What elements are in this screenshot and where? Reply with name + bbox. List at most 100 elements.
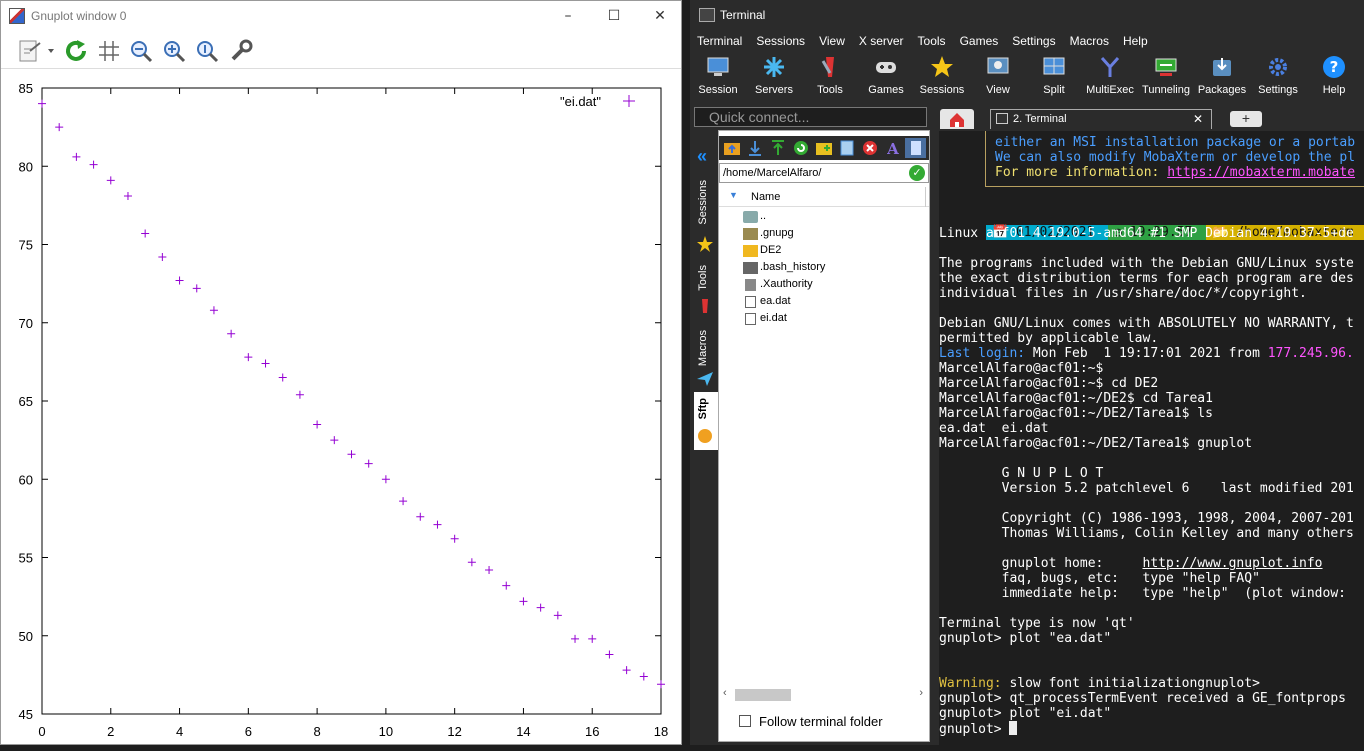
date-segment: 📅 01/02/2021 (985, 225, 1109, 240)
list-item[interactable]: .Xauthority (719, 277, 929, 294)
sftp-path-input[interactable]: /home/MarcelAlfaro/ ✓ (719, 163, 929, 183)
list-item[interactable]: .bash_history (719, 260, 929, 277)
ribbon-tools-button[interactable]: Tools (802, 52, 858, 102)
zoom-reset-icon[interactable] (194, 38, 220, 64)
parent-folder-icon[interactable] (721, 138, 742, 158)
last-login-label: Last login: (939, 346, 1026, 361)
settings-icon[interactable] (228, 38, 254, 64)
ribbon-tunneling-button[interactable]: Tunneling (1138, 52, 1194, 102)
file-icon (745, 279, 756, 291)
follow-terminal-folder-checkbox[interactable]: Follow terminal folder (739, 714, 883, 729)
ribbon-help-button[interactable]: ? Help (1306, 52, 1362, 102)
checkmark-icon[interactable]: ✓ (909, 165, 925, 181)
side-tab-macros[interactable]: Macros (694, 330, 718, 390)
side-tab-sftp[interactable]: Sftp (694, 392, 718, 450)
quick-connect-input[interactable]: Quick connect... (694, 107, 927, 127)
banner-link[interactable]: https://mobaxterm.mobate (1167, 165, 1356, 180)
add-tab-button[interactable]: + (1230, 111, 1262, 127)
list-item[interactable]: ei.dat (719, 311, 929, 328)
console-line: Last login: Mon Feb 1 19:17:01 2021 from… (939, 346, 1354, 361)
menu-x-server[interactable]: X server (858, 34, 904, 48)
x-tick-label: 4 (176, 724, 183, 739)
terminal-console[interactable]: either an MSI installation package or a … (939, 131, 1364, 745)
ribbon-packages-button[interactable]: Packages (1194, 52, 1250, 102)
gnuplot-home-link[interactable]: http://www.gnuplot.info (1142, 556, 1323, 571)
list-item[interactable]: DE2 (719, 243, 929, 260)
rename-icon[interactable]: A (882, 138, 903, 158)
collapse-sidebar-icon[interactable]: « (697, 146, 708, 166)
data-point (106, 176, 115, 185)
menu-sessions[interactable]: Sessions (756, 34, 806, 48)
menu-games[interactable]: Games (959, 34, 999, 48)
console-line: Terminal type is now 'qt' (939, 616, 1135, 631)
zoom-in-icon[interactable] (161, 38, 187, 64)
list-item[interactable]: .. (719, 209, 929, 226)
replot-icon[interactable] (63, 38, 89, 64)
terminal-titlebar[interactable]: Terminal (690, 0, 1364, 30)
ribbon-split-button[interactable]: Split (1026, 52, 1082, 102)
console-line: Debian GNU/Linux comes with ABSOLUTELY N… (939, 316, 1354, 331)
banner-text: For more information: (995, 165, 1168, 180)
horizontal-scrollbar[interactable]: ‹ › (719, 687, 929, 703)
folder-icon (743, 245, 758, 257)
ribbon-sessions-button[interactable]: Sessions (914, 52, 970, 102)
scrollbar-thumb[interactable] (735, 689, 791, 701)
data-point (502, 581, 511, 590)
tab-terminal[interactable]: 2. Terminal ✕ (990, 109, 1212, 129)
ribbon-servers-button[interactable]: Servers (746, 52, 802, 102)
data-point (399, 497, 408, 506)
download-icon[interactable] (744, 138, 765, 158)
side-tab-tools[interactable]: Tools (694, 265, 718, 325)
refresh-icon[interactable] (790, 138, 811, 158)
x-tick-label: 16 (585, 724, 599, 739)
delete-icon[interactable] (859, 138, 880, 158)
ribbon-label: MultiExec (1086, 84, 1134, 96)
side-tab-label: Macros (697, 330, 709, 367)
tab-close-icon[interactable]: ✕ (1192, 112, 1203, 126)
minimize-button[interactable]: – (564, 8, 572, 24)
checkbox[interactable] (739, 715, 751, 727)
export-icon[interactable] (17, 38, 57, 64)
y-tick-label: 55 (19, 551, 33, 566)
grid-icon[interactable] (96, 38, 122, 64)
ribbon-multiexec-button[interactable]: MultiExec (1082, 52, 1138, 102)
ribbon-settings-button[interactable]: Settings (1250, 52, 1306, 102)
upload-icon[interactable] (767, 138, 788, 158)
scroll-right-icon[interactable]: › (919, 687, 923, 699)
file-name: DE2 (760, 244, 782, 256)
new-file-icon[interactable] (836, 138, 857, 158)
menu-tools[interactable]: Tools (917, 34, 946, 48)
data-point (141, 229, 150, 238)
bookmark-icon[interactable] (905, 138, 926, 158)
banner-line: either an MSI installation package or a … (995, 135, 1356, 150)
ribbon-view-button[interactable]: View (970, 52, 1026, 102)
console-line: gnuplot> plot "ea.dat" (939, 631, 1112, 646)
gnuplot-titlebar[interactable]: Gnuplot window 0 – ☐ ✕ (1, 1, 681, 31)
ribbon-label: Split (1043, 84, 1065, 96)
side-tab-sessions[interactable]: Sessions (694, 180, 718, 270)
menu-view[interactable]: View (819, 34, 845, 48)
maximize-button[interactable]: ☐ (607, 8, 621, 24)
zoom-out-icon[interactable] (128, 38, 154, 64)
scroll-left-icon[interactable]: ‹ (723, 687, 727, 699)
games-icon (873, 54, 899, 80)
list-item[interactable]: ea.dat (719, 294, 929, 311)
new-folder-icon[interactable] (813, 138, 834, 158)
menu-settings[interactable]: Settings (1012, 34, 1056, 48)
svg-text:A: A (886, 140, 899, 156)
menu-help[interactable]: Help (1122, 34, 1148, 48)
status-bar: 📅 01/02/2021 ◷ 19:29.57 📂 /home/mobaxter… (939, 210, 1364, 240)
home-tab[interactable] (940, 109, 974, 129)
sftp-column-header[interactable]: ▼ Name (719, 187, 929, 207)
close-button[interactable]: ✕ (654, 8, 666, 24)
console-line: G N U P L O T (939, 466, 1104, 481)
menu-macros[interactable]: Macros (1069, 34, 1109, 48)
banner-box (985, 131, 1364, 187)
plot-area[interactable]: 0 2 4 6 8 10 12 14 16 18 45 50 55 60 65 70 75 80 85 "ei.dat… (1, 71, 681, 746)
ribbon-games-button[interactable]: Games (858, 52, 914, 102)
star-icon (697, 236, 713, 252)
checkbox-label: Follow terminal folder (759, 714, 883, 729)
list-item[interactable]: .gnupg (719, 226, 929, 243)
menu-terminal[interactable]: Terminal (697, 34, 743, 48)
ribbon-session-button[interactable]: Session (690, 52, 746, 102)
